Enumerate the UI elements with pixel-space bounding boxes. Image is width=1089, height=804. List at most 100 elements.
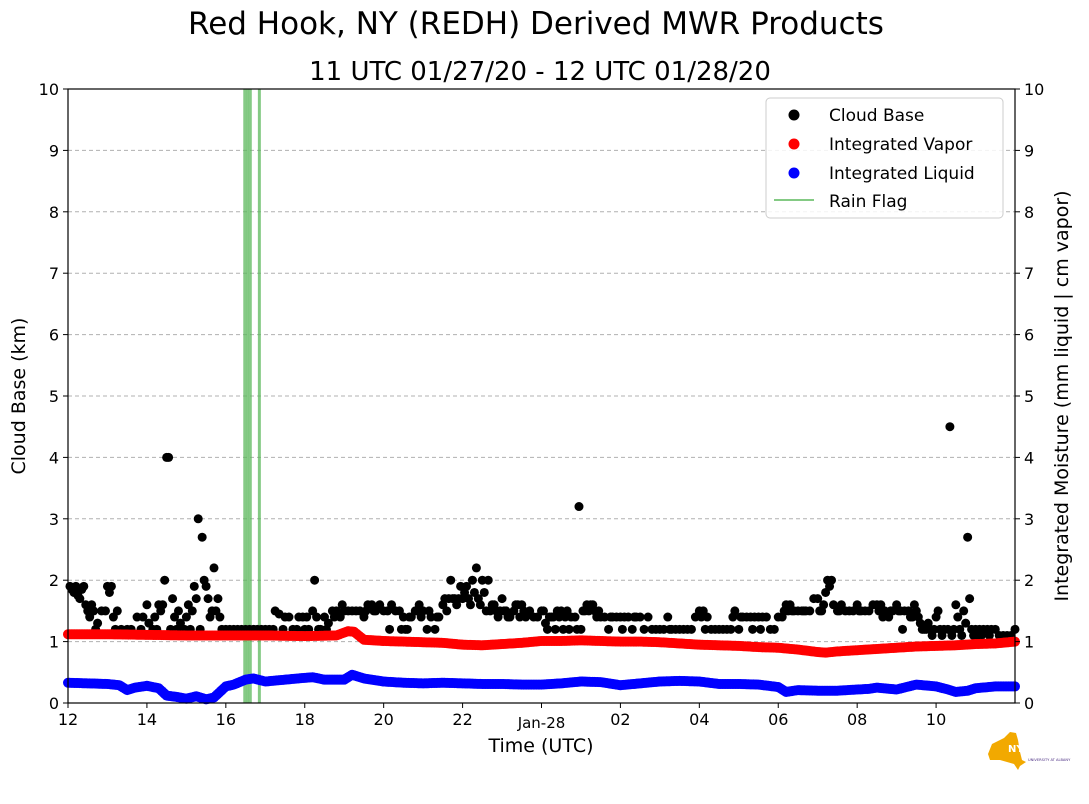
y-tick-label-left: 1 [49,633,59,652]
cloud-base-point [302,612,312,622]
cloud-base-point [819,600,829,610]
cloud-base-point [402,624,412,634]
y-tick-label-left: 9 [49,141,59,160]
cloud-base-point [604,624,614,634]
cloud-base-point [158,600,168,610]
y-tick-label-left: 3 [49,510,59,529]
y-tick-label-left: 7 [49,264,59,283]
cloud-base-point [193,514,203,524]
cloud-base-point [550,624,560,634]
y-tick-label-right: 9 [1024,141,1034,160]
cloud-base-point [475,600,485,610]
cloud-base-point [617,624,627,634]
logo-text: NYS Mesonet [1008,744,1078,755]
legend-marker-integrated-liquid [788,167,800,179]
x-tick-label: Jan-28 [517,714,566,732]
cloud-base-point [467,575,477,585]
cloud-base-point [197,532,207,542]
cloud-base-point [215,612,225,622]
y-tick-label-left: 5 [49,387,59,406]
y-tick-label-right: 5 [1024,387,1034,406]
cloud-base-point [933,606,943,616]
cloud-base-point [173,606,183,616]
cloud-base-point [310,575,320,585]
legend-label-rain-flag: Rain Flag [829,192,907,212]
cloud-base-point [564,624,574,634]
cloud-base-point [953,612,963,622]
y-tick-label-right: 6 [1024,326,1034,345]
y-tick-label-left: 0 [49,694,59,713]
cloud-base-point [497,594,507,604]
cloud-base-point [203,594,213,604]
x-tick-label: 04 [689,710,709,729]
y-tick-label-right: 3 [1024,510,1034,529]
cloud-base-point [686,624,696,634]
chart-title: Red Hook, NY (REDH) Derived MWR Products [188,6,884,42]
cloud-base-point [79,581,89,591]
cloud-base-point [963,532,973,542]
cloud-base-point [181,612,191,622]
cloud-base-point [542,624,552,634]
x-tick-label: 08 [847,710,867,729]
cloud-base-point [93,618,103,628]
cloud-base-point [150,612,160,622]
cloud-base-point [323,618,333,628]
cloud-base-point [430,624,440,634]
cloud-base-point [898,624,908,634]
x-tick-label: 22 [452,710,472,729]
cloud-base-point [748,624,758,634]
x-tick-label: 06 [768,710,788,729]
cloud-base-point [312,612,322,622]
cloud-base-point [106,581,116,591]
cloud-base-point [827,575,837,585]
cloud-base-point [75,594,85,604]
cloud-base-point [951,600,961,610]
cloud-base-point [209,563,219,573]
cloud-base-point [462,581,472,591]
x-tick-label: 14 [137,710,157,729]
cloud-base-point [138,612,148,622]
cloud-base-point [164,452,174,462]
cloud-base-point [702,612,712,622]
cloud-base-point [769,624,779,634]
cloud-base-point [446,575,456,585]
x-tick-label: 12 [58,710,78,729]
nys-state-icon: NYS Mesonet UNIVERSITY AT ALBANY [988,732,1083,770]
cloud-base-point [639,624,649,634]
legend-label-integrated-vapor: Integrated Vapor [829,135,972,155]
cloud-base-point [479,587,489,597]
cloud-base-point [168,594,178,604]
y-tick-label-right: 2 [1024,571,1034,590]
legend-marker-cloud-base [788,109,800,121]
legend-box [765,97,1004,219]
cloud-base-point [189,581,199,591]
cloud-base-point [112,606,122,616]
series-integrated-vapor [63,626,1020,658]
x-tick-label: 02 [610,710,630,729]
cloud-base-point [961,618,971,628]
cloud-base-point [805,606,815,616]
rain-flag-lines [243,89,261,703]
cloud-base-point [734,624,744,634]
y-tick-label-left: 8 [49,203,59,222]
cloud-base-point [442,606,452,616]
cloud-base-point [576,624,586,634]
new-york-state-shape [988,732,1026,770]
y-tick-label-right: 10 [1024,80,1044,99]
logo-subtext: UNIVERSITY AT ALBANY [1028,758,1071,762]
cloud-base-point [663,612,673,622]
cloud-base-point [813,594,823,604]
y-tick-label-left: 4 [49,448,59,467]
grid-lines [68,149,1015,643]
cloud-base-point [627,624,637,634]
cloud-base-point [434,612,444,622]
y-tick-label-right: 8 [1024,203,1034,222]
y-tick-label-right: 7 [1024,264,1034,283]
cloud-base-point [471,563,481,573]
x-tick-label: 18 [295,710,315,729]
plot-area [63,422,1020,705]
cloud-base-point [957,630,967,640]
y-tick-label-right: 0 [1024,694,1034,713]
legend-marker-integrated-vapor [788,138,800,150]
